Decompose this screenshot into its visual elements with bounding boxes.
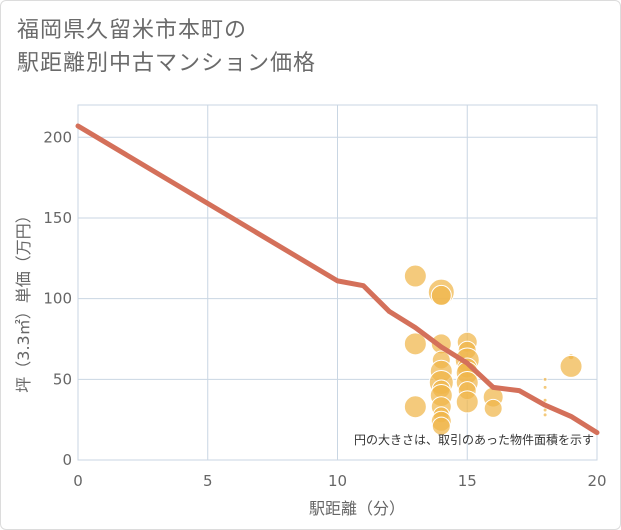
data-bubble xyxy=(455,390,479,414)
data-bubble xyxy=(430,284,452,306)
x-axis-label: 駅距離（分） xyxy=(309,499,405,518)
data-bubble xyxy=(483,398,503,418)
data-bubble xyxy=(403,332,427,356)
x-tick-label: 5 xyxy=(203,472,213,490)
y-tick-label: 150 xyxy=(43,209,72,227)
data-bubble xyxy=(542,412,548,418)
data-bubble xyxy=(403,395,427,419)
x-tick-label: 10 xyxy=(328,472,347,490)
y-axis-label: 坪（3.3㎡）単価（万円） xyxy=(14,207,33,392)
data-bubble xyxy=(542,376,548,382)
grid-layer xyxy=(77,104,598,461)
size-annotation: 円の大きさは、取引のあった物件面積を示す xyxy=(354,432,594,447)
y-tick-label: 50 xyxy=(53,370,72,388)
y-tick-label: 200 xyxy=(43,128,72,146)
data-bubble xyxy=(403,264,427,288)
y-tick-label: 100 xyxy=(43,290,72,308)
chart-title-line-2: 駅距離別中古マンション価格 xyxy=(17,51,317,76)
bubble-layer xyxy=(403,264,583,436)
y-tick-label: 0 xyxy=(62,451,72,469)
x-tick-label: 20 xyxy=(587,472,606,490)
line-layer xyxy=(75,123,600,436)
data-bubble xyxy=(542,407,548,413)
chart-title: 福岡県久留米市本町の 駅距離別中古マンション価格 xyxy=(17,14,316,80)
data-bubble xyxy=(431,416,451,436)
chart-title-line-1: 福岡県久留米市本町の xyxy=(17,18,248,43)
x-tick-label: 15 xyxy=(458,472,477,490)
data-bubble xyxy=(559,354,583,378)
x-tick-label: 0 xyxy=(73,472,83,490)
trend-line xyxy=(75,123,600,436)
data-bubble xyxy=(542,384,548,390)
